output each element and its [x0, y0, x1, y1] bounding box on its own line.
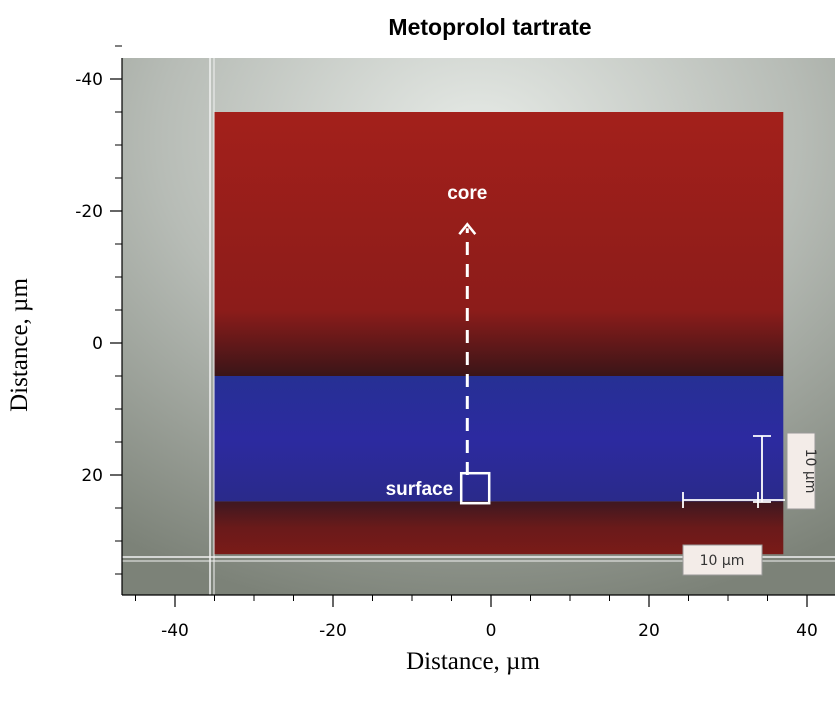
y-tick-label: -40: [75, 70, 103, 90]
core-label: core: [447, 183, 487, 204]
horizontal-scale-bar: 10 µm: [682, 492, 785, 576]
x-tick-label: 0: [486, 621, 497, 641]
annotations: core surface: [386, 183, 491, 505]
red-region-top: [214, 112, 784, 376]
x-ticks: -40 -20 0 20 40: [135, 595, 818, 641]
y-tick-label: 20: [81, 466, 103, 486]
blue-region: [214, 376, 784, 502]
x-tick-label: -20: [319, 621, 347, 641]
core-arrow-head: [458, 222, 477, 235]
x-tick-label: 40: [796, 621, 818, 641]
x-tick-label: -40: [161, 621, 189, 641]
y-tick-label: -20: [75, 202, 103, 222]
x-axis-label: Distance, µm: [406, 648, 540, 675]
scale-bars: 10 µm 10 µm: [682, 432, 818, 576]
vertical-scale-label: 10 µm: [802, 449, 818, 494]
y-tick-label: 0: [92, 334, 103, 354]
x-tick-label: 20: [638, 621, 660, 641]
vertical-scale-bar: 10 µm: [753, 432, 818, 510]
y-ticks: -40 -20 0 20: [75, 45, 122, 575]
surface-marker-box: [459, 471, 491, 505]
surface-label: surface: [386, 479, 454, 500]
axes: [121, 58, 835, 596]
horizontal-scale-label: 10 µm: [700, 553, 745, 569]
chart-title: Metoprolol tartrate: [388, 14, 592, 40]
chemical-map: [214, 112, 784, 555]
